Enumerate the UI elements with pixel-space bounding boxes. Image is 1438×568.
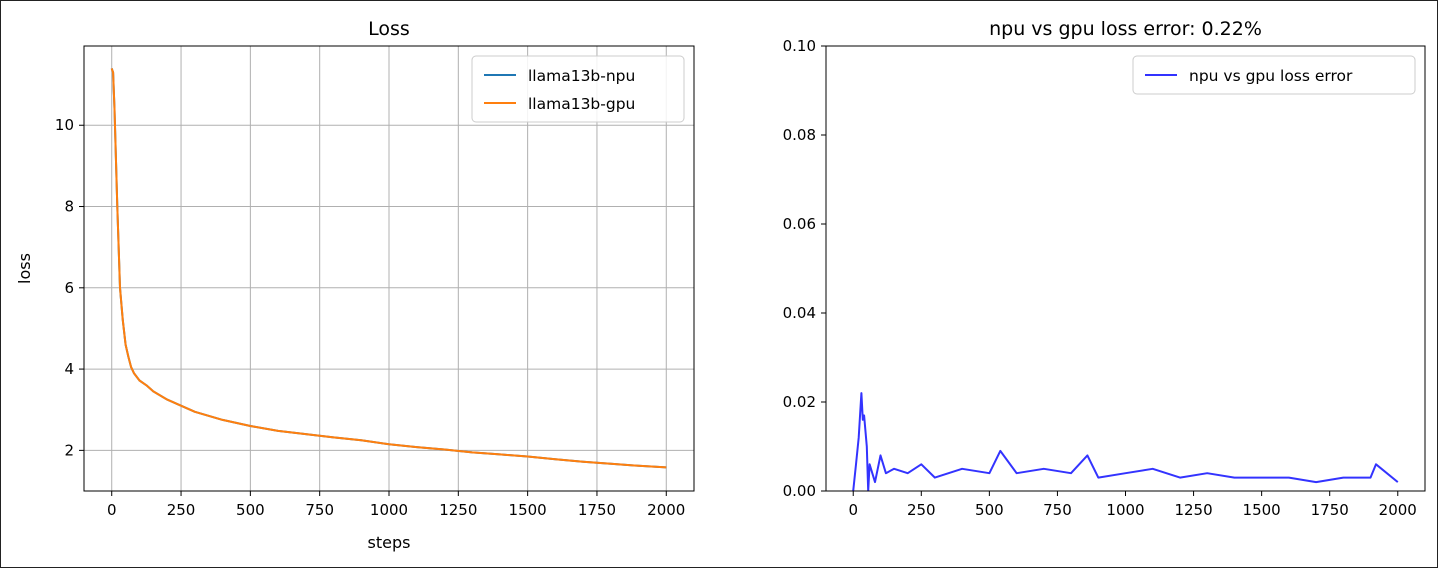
x-tick-label: 1000 (370, 501, 408, 519)
y-tick-label: 0.00 (783, 482, 816, 500)
x-tick-label: 1500 (1243, 501, 1281, 519)
x-tick-label: 2000 (647, 501, 685, 519)
y-tick-label: 0.02 (783, 393, 816, 411)
chart-1: 0 250 500 750 1000 1250 1500 1750 2000 2 4 6 8 10 Loss… (15, 18, 695, 552)
x-tick-label: 1750 (578, 501, 616, 519)
x-tick-label: 0 (107, 501, 117, 519)
x-tick-label: 250 (167, 501, 196, 519)
legend-box (1132, 55, 1416, 95)
chart-title: npu vs gpu loss error: 0.22% (989, 18, 1262, 40)
y-tick-label: 6 (64, 279, 74, 297)
x-tick-label: 750 (1043, 501, 1072, 519)
y-tick-label: 0.06 (783, 215, 816, 233)
series-group (852, 392, 1399, 491)
series-line-2 (110, 68, 667, 469)
x-tick-label: 500 (236, 501, 265, 519)
y-tick-label: 2 (64, 441, 74, 459)
y-tick-label: 0.10 (783, 37, 816, 55)
x-axis-label: steps (368, 533, 411, 552)
y-tick-label: 8 (64, 198, 74, 216)
x-tick-label: 1250 (1174, 501, 1212, 519)
y-tick-label: 0.04 (783, 304, 816, 322)
legend: npu vs gpu loss error (1132, 55, 1416, 95)
x-tick-label: 1750 (1311, 501, 1349, 519)
y-tick-label: 0.08 (783, 126, 816, 144)
x-tick-label: 1000 (1106, 501, 1144, 519)
chart-title: Loss (368, 18, 410, 40)
x-tick-label: 1500 (509, 501, 547, 519)
series-line-1 (852, 392, 1399, 491)
legend-box (471, 55, 685, 123)
series-group (110, 68, 667, 469)
legend-label-2: llama13b-gpu (528, 95, 635, 113)
legend: llama13b-npu llama13b-gpu (471, 55, 685, 123)
x-tick-label: 2000 (1379, 501, 1417, 519)
x-tick-label: 250 (907, 501, 936, 519)
axes-frame (825, 45, 1426, 492)
legend-label-1: llama13b-npu (528, 67, 635, 85)
x-tick-label: 500 (975, 501, 1004, 519)
x-tick-label: 0 (848, 501, 858, 519)
grid-lines (84, 46, 694, 491)
y-tick-label: 4 (64, 360, 74, 378)
x-tick-label: 1250 (439, 501, 477, 519)
y-axis-label: loss (15, 253, 34, 284)
x-tick-label: 750 (305, 501, 334, 519)
y-tick-label: 10 (55, 116, 74, 134)
chart-2: 0 250 500 750 1000 1250 1500 1750 2000 0.00 0.02 0.… (783, 18, 1426, 519)
legend-label-1: npu vs gpu loss error (1189, 67, 1353, 85)
